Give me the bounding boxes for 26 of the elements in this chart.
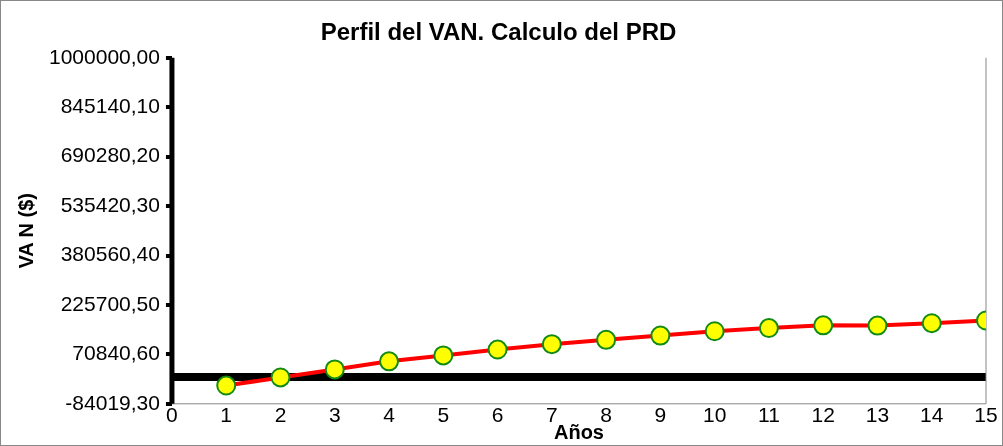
y-tick-label: -84019,30 [65,390,160,414]
y-tick-label: 380560,40 [60,242,160,266]
x-tick-label: 5 [437,403,450,427]
y-tick-label: 845140,10 [60,94,160,118]
y-tick-label: 1000000,00 [48,44,160,68]
chart-title: Perfil del VAN. Calculo del PRD [320,18,677,46]
y-tick-label: 690280,20 [60,143,160,167]
x-tick-label: 12 [811,403,835,427]
x-tick-label: 9 [654,403,667,427]
y-axis-title: VA N ($) [14,193,37,269]
x-tick-label: 0 [166,403,178,427]
x-tick-label: 10 [702,403,727,427]
x-tick-label: 4 [383,403,396,427]
x-tick-label: 7 [545,403,558,427]
y-tick-label: 535420,30 [60,192,160,216]
x-tick-label: 13 [865,403,890,427]
x-tick-label: 6 [491,403,504,427]
x-tick-label: 3 [328,403,341,427]
x-tick-label: 11 [758,403,780,427]
y-tick-label: 225700,50 [60,291,160,315]
x-tick-label: 8 [600,403,612,427]
x-tick-label: 15 [974,403,998,427]
y-tick-label: 70840,60 [72,341,160,365]
x-tick-label: 14 [920,403,944,427]
x-tick-label: 1 [220,403,233,427]
x-tick-label: 2 [274,403,287,427]
